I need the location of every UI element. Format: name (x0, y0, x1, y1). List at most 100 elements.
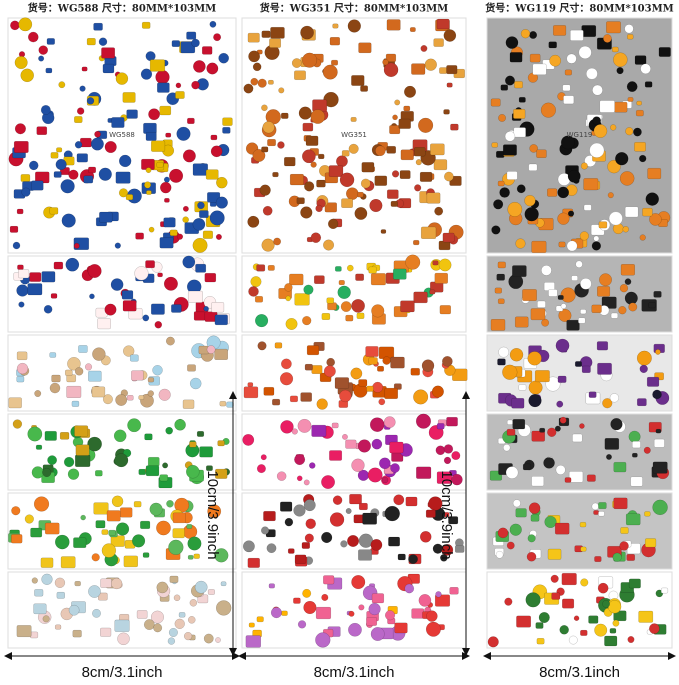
sticker (209, 210, 225, 226)
sticker (424, 58, 437, 71)
sticker (655, 428, 662, 434)
sticker (583, 204, 592, 211)
sticker (527, 534, 536, 543)
sticker (653, 290, 662, 298)
sticker (187, 117, 195, 125)
sticker (386, 19, 401, 31)
sticker (604, 438, 620, 450)
sticker (516, 184, 526, 194)
sticker (152, 364, 163, 376)
sticker (638, 154, 647, 163)
sticker (612, 619, 620, 627)
sticker (150, 303, 165, 315)
sticker (216, 176, 228, 189)
sticker (382, 58, 389, 66)
sticker (495, 550, 504, 559)
sticker (207, 504, 222, 519)
sticker (247, 382, 254, 387)
sticker (389, 125, 401, 135)
sticker (528, 163, 538, 171)
sticker (417, 117, 434, 133)
sticker (555, 338, 570, 353)
sticker-strip (241, 413, 467, 491)
sticker (624, 206, 639, 218)
sticker (420, 226, 437, 239)
sticker (167, 637, 176, 645)
sticker (386, 189, 399, 199)
sticker (27, 426, 43, 442)
sticker (182, 149, 196, 163)
sticker (557, 212, 570, 225)
sticker (357, 191, 364, 198)
sticker (257, 341, 267, 351)
sticker (541, 318, 550, 327)
sticker (323, 575, 335, 585)
sticker (71, 400, 80, 407)
sticker (404, 583, 415, 594)
sticker (626, 553, 636, 561)
sticker (575, 260, 583, 268)
sticker (142, 314, 150, 322)
sticker (538, 612, 550, 624)
sticker (187, 364, 196, 372)
sticker (280, 358, 292, 370)
sticker (393, 494, 405, 506)
sticker (149, 502, 163, 516)
sticker (371, 304, 385, 318)
sticker (624, 291, 638, 305)
sticker (58, 81, 66, 89)
sticker (562, 598, 575, 609)
sticker (8, 397, 22, 409)
sticker (509, 523, 522, 536)
sticker (613, 461, 627, 473)
sticker (195, 263, 207, 273)
sticker (118, 154, 132, 168)
sticker (305, 518, 316, 529)
sticker (311, 365, 323, 375)
sticker (560, 303, 567, 309)
sticker (588, 391, 597, 398)
sticker (283, 156, 296, 167)
sticker (280, 420, 294, 434)
sticker (557, 186, 570, 199)
sticker (639, 364, 648, 374)
sticker (186, 524, 193, 529)
sticker (175, 91, 185, 99)
sticker (176, 233, 184, 240)
sticker (619, 284, 629, 293)
sticker (49, 207, 59, 215)
sticker (615, 151, 629, 166)
sticker (454, 545, 465, 553)
sticker (67, 468, 80, 480)
sticker (430, 143, 445, 156)
sticker (648, 623, 660, 634)
sticker (607, 192, 614, 199)
sticker (303, 499, 316, 512)
sticker (192, 237, 208, 253)
sticker (159, 181, 172, 194)
sticker (222, 117, 233, 126)
sticker (345, 439, 357, 449)
sticker (304, 363, 313, 371)
sticker (391, 170, 400, 178)
sticker (331, 422, 339, 429)
sticker (499, 187, 510, 198)
sticker (593, 124, 608, 138)
sticker (610, 124, 617, 131)
sticker (20, 174, 31, 182)
sticker (534, 370, 550, 383)
sticker (652, 389, 662, 400)
sticker (135, 232, 144, 240)
sticker (450, 123, 459, 131)
sticker (321, 313, 331, 321)
sticker (394, 622, 408, 634)
sticker (51, 374, 61, 383)
sticker (210, 134, 218, 141)
sticker (131, 534, 146, 548)
sticker (341, 433, 348, 440)
sticker (627, 636, 635, 644)
sticker (260, 526, 270, 535)
sticker (110, 278, 124, 291)
sticker (122, 92, 136, 103)
sticker (411, 608, 425, 619)
